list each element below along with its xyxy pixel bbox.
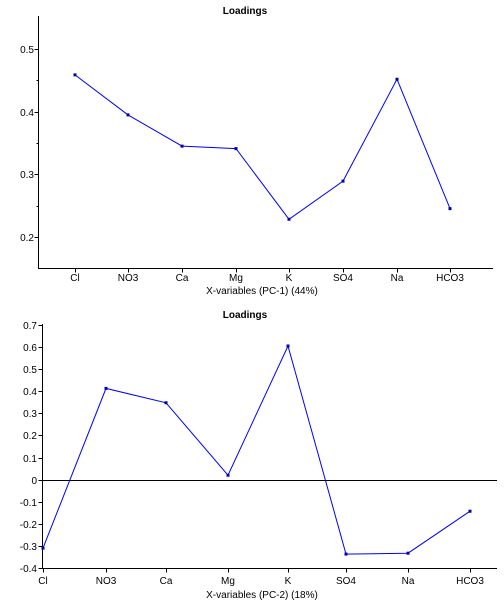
x-axis-ticks: Cl NO3 Ca Mg K SO4 Na HCO3 — [70, 268, 464, 284]
y-tick-label: 0 — [31, 476, 37, 487]
y-tick-label: 0.3 — [20, 170, 34, 181]
data-point — [180, 144, 184, 148]
y-tick-label: 0.1 — [23, 454, 37, 465]
x-tick-label: Ca — [176, 273, 189, 284]
axes — [42, 324, 497, 569]
axes — [38, 16, 493, 269]
series-line — [42, 344, 471, 555]
y-tick-label: 0.3 — [23, 409, 37, 420]
x-tick-label: SO4 — [336, 576, 356, 587]
data-point — [226, 473, 230, 477]
chart-pc2: Loadings -0.4 -0.3 -0.2 -0.1 0 0.1 0.2 0.3 0.4 0.… — [20, 310, 497, 601]
chart-title: Loadings — [223, 310, 268, 321]
y-tick-label: -0.2 — [20, 520, 38, 531]
x-tick-label: Cl — [38, 576, 47, 587]
series-line — [74, 74, 451, 220]
x-tick-label: K — [286, 273, 293, 284]
x-tick-label: Na — [391, 273, 404, 284]
plot-area — [41, 344, 472, 556]
data-point — [344, 552, 348, 556]
y-tick-label: 0.4 — [23, 387, 37, 398]
data-point — [341, 179, 345, 183]
y-tick-label: 0.4 — [20, 108, 34, 119]
y-tick-label: 0.5 — [23, 365, 37, 376]
y-axis-ticks: 0.2 0.3 0.4 0.5 — [20, 45, 39, 244]
x-tick-label: HCO3 — [456, 576, 484, 587]
y-tick-label: 0.6 — [23, 343, 37, 354]
plot-area — [73, 73, 452, 221]
y-tick-label: -0.4 — [20, 564, 38, 575]
chart-pc1: Loadings 0.2 0.3 0.4 0.5 Cl NO3 Ca Mg K SO4 Na HCO… — [20, 6, 493, 297]
y-tick-label: 0.7 — [23, 321, 37, 332]
data-point — [286, 344, 290, 348]
data-point — [126, 113, 130, 117]
x-axis-ticks: Cl NO3 Ca Mg K SO4 Na HCO3 — [38, 568, 484, 587]
y-tick-label: -0.1 — [20, 498, 38, 509]
x-tick-label: Ca — [160, 576, 173, 587]
chart-title: Loadings — [223, 6, 268, 17]
data-point — [164, 401, 168, 405]
x-axis-label: X-variables (PC-2) (18%) — [206, 590, 318, 601]
data-point — [395, 77, 399, 81]
data-point — [73, 73, 77, 77]
x-tick-label: SO4 — [333, 273, 353, 284]
y-tick-label: 0.2 — [20, 233, 34, 244]
y-tick-label: 0.2 — [23, 431, 37, 442]
data-point — [104, 386, 108, 390]
x-tick-label: Cl — [70, 273, 79, 284]
data-point — [406, 551, 410, 555]
x-tick-label: Mg — [229, 273, 243, 284]
x-tick-label: Na — [402, 576, 415, 587]
data-point — [41, 546, 45, 550]
data-point — [448, 207, 452, 211]
x-tick-label: K — [285, 576, 292, 587]
x-tick-label: HCO3 — [436, 273, 464, 284]
data-point — [234, 147, 238, 151]
y-axis-ticks: -0.4 -0.3 -0.2 -0.1 0 0.1 0.2 0.3 0.4 0.5 0.6 0.7 — [20, 321, 43, 575]
data-point — [468, 509, 472, 513]
y-tick-label: 0.5 — [20, 45, 34, 56]
x-tick-label: Mg — [221, 576, 235, 587]
y-tick-label: -0.3 — [20, 542, 38, 553]
data-point — [287, 217, 291, 221]
x-axis-label: X-variables (PC-1) (44%) — [206, 286, 318, 297]
x-tick-label: NO3 — [96, 576, 117, 587]
x-tick-label: NO3 — [118, 273, 139, 284]
